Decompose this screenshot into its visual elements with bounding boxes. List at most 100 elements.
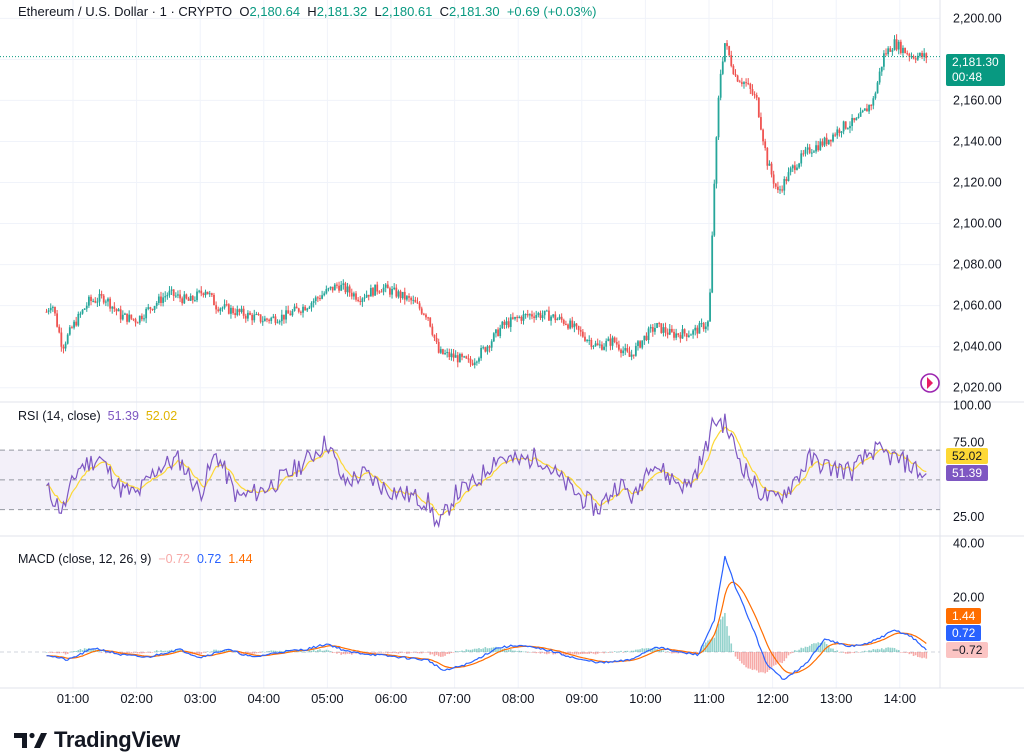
macd-histogram-bar (310, 650, 313, 652)
candle-body (62, 346, 65, 349)
macd-histogram-bar (615, 651, 618, 653)
macd-title: MACD (close, 12, 26, 9) (18, 552, 152, 566)
candle-body (734, 74, 737, 76)
macd-tick-label: 40.00 (953, 536, 984, 550)
macd-histogram-bar (620, 650, 622, 652)
macd-histogram-bar (399, 652, 402, 653)
candle-body (450, 353, 453, 358)
candle-body (702, 323, 705, 330)
candle-body (904, 47, 906, 54)
macd-histogram-bar (251, 652, 253, 654)
candle-body (766, 147, 769, 166)
macd-histogram-bar (376, 652, 379, 653)
macd-histogram-bar (177, 649, 179, 652)
replay-icon (920, 373, 940, 393)
macd-histogram-bar (762, 652, 764, 673)
macd-histogram-bar (276, 651, 279, 652)
macd-histogram-bar (115, 652, 118, 654)
candle-body (870, 105, 873, 107)
macd-histogram-bar (467, 649, 470, 652)
x-tick-label: 03:00 (184, 691, 217, 706)
candle-body (166, 294, 169, 297)
candle-body (516, 316, 519, 318)
macd-histogram-bar (202, 652, 205, 653)
candle-body (71, 327, 73, 329)
candle-body (696, 327, 699, 334)
macd-histogram-bar (838, 652, 841, 653)
macd-histogram-bar (425, 652, 427, 653)
candle-body (109, 298, 111, 309)
macd-histogram-bar (418, 652, 421, 654)
macd-histogram-bar (529, 651, 531, 653)
candle-body (393, 287, 396, 289)
macd-histogram-bar (694, 652, 697, 653)
candle-body (889, 48, 892, 52)
macd-histogram-bar (128, 652, 130, 653)
candle-body (834, 134, 837, 136)
candle-body (73, 321, 75, 328)
macd-histogram-bar (403, 652, 406, 653)
macd-histogram-bar (728, 635, 730, 652)
candle-body (367, 294, 370, 297)
macd-histogram-bar (624, 650, 627, 652)
macd-histogram-bar (323, 650, 326, 652)
candle-body (912, 56, 915, 59)
candle-body (668, 328, 671, 335)
x-tick-label: 13:00 (820, 691, 853, 706)
y-tick-label: 2,200.00 (953, 11, 1002, 25)
candle-body (285, 310, 287, 320)
candle-body (620, 349, 622, 354)
macd-histogram-bar (143, 652, 145, 654)
candle-body (518, 316, 521, 318)
candle-body (293, 306, 296, 311)
candle-body (454, 355, 457, 358)
candle-body (851, 117, 853, 127)
macd-legend[interactable]: MACD (close, 12, 26, 9) −0.72 0.72 1.44 (18, 552, 253, 566)
macd-histogram-bar (255, 652, 258, 654)
rsi-tick-label: 75.00 (953, 436, 984, 450)
macd-histogram-bar (560, 652, 563, 655)
candle-body (713, 183, 716, 236)
macd-histogram-bar (660, 649, 663, 652)
open-label: O (239, 4, 250, 19)
macd-histogram-bar (857, 652, 860, 653)
y-tick-label: 2,020.00 (953, 381, 1002, 395)
candle-body (853, 117, 856, 121)
tradingview-logo[interactable]: TradingView (14, 727, 180, 753)
macd-histogram-bar (910, 652, 913, 654)
candle-body (81, 309, 84, 314)
rsi-legend[interactable]: RSI (14, close) 51.39 52.02 (18, 409, 177, 423)
candle-body (590, 339, 593, 347)
symbol-title[interactable]: Ethereum / U.S. Dollar · 1 · CRYPTO (18, 4, 233, 19)
candle-body (247, 312, 249, 319)
macd-histogram-bar (66, 652, 69, 654)
macd-histogram-bar (772, 652, 775, 666)
candle-body (486, 346, 489, 352)
macd-histogram-bar (904, 652, 906, 653)
candle-body (813, 151, 815, 153)
candle-body (340, 284, 343, 291)
candle-body (427, 317, 429, 319)
candle-body (594, 343, 597, 346)
candle-body (874, 93, 877, 99)
macd-histogram-bar (331, 652, 334, 654)
x-tick-label: 07:00 (438, 691, 471, 706)
candle-body (586, 339, 588, 341)
macd-histogram-bar (925, 652, 928, 659)
candle-body (800, 153, 803, 164)
candle-body (859, 111, 862, 117)
candle-body (806, 147, 809, 150)
candle-body (278, 321, 281, 323)
macd-histogram-bar (827, 645, 830, 652)
candle-body (656, 323, 658, 328)
macd-histogram-bar (247, 652, 249, 655)
candle-body (312, 300, 315, 303)
candle-body (575, 323, 578, 326)
macd-histogram-bar (478, 648, 480, 652)
macd-histogram-bar (302, 651, 304, 653)
macd-histogram-bar (758, 652, 760, 673)
macd-histogram-bar (423, 652, 425, 653)
candle-body (637, 341, 639, 346)
candle-body (191, 295, 194, 301)
candle-body (425, 314, 427, 318)
